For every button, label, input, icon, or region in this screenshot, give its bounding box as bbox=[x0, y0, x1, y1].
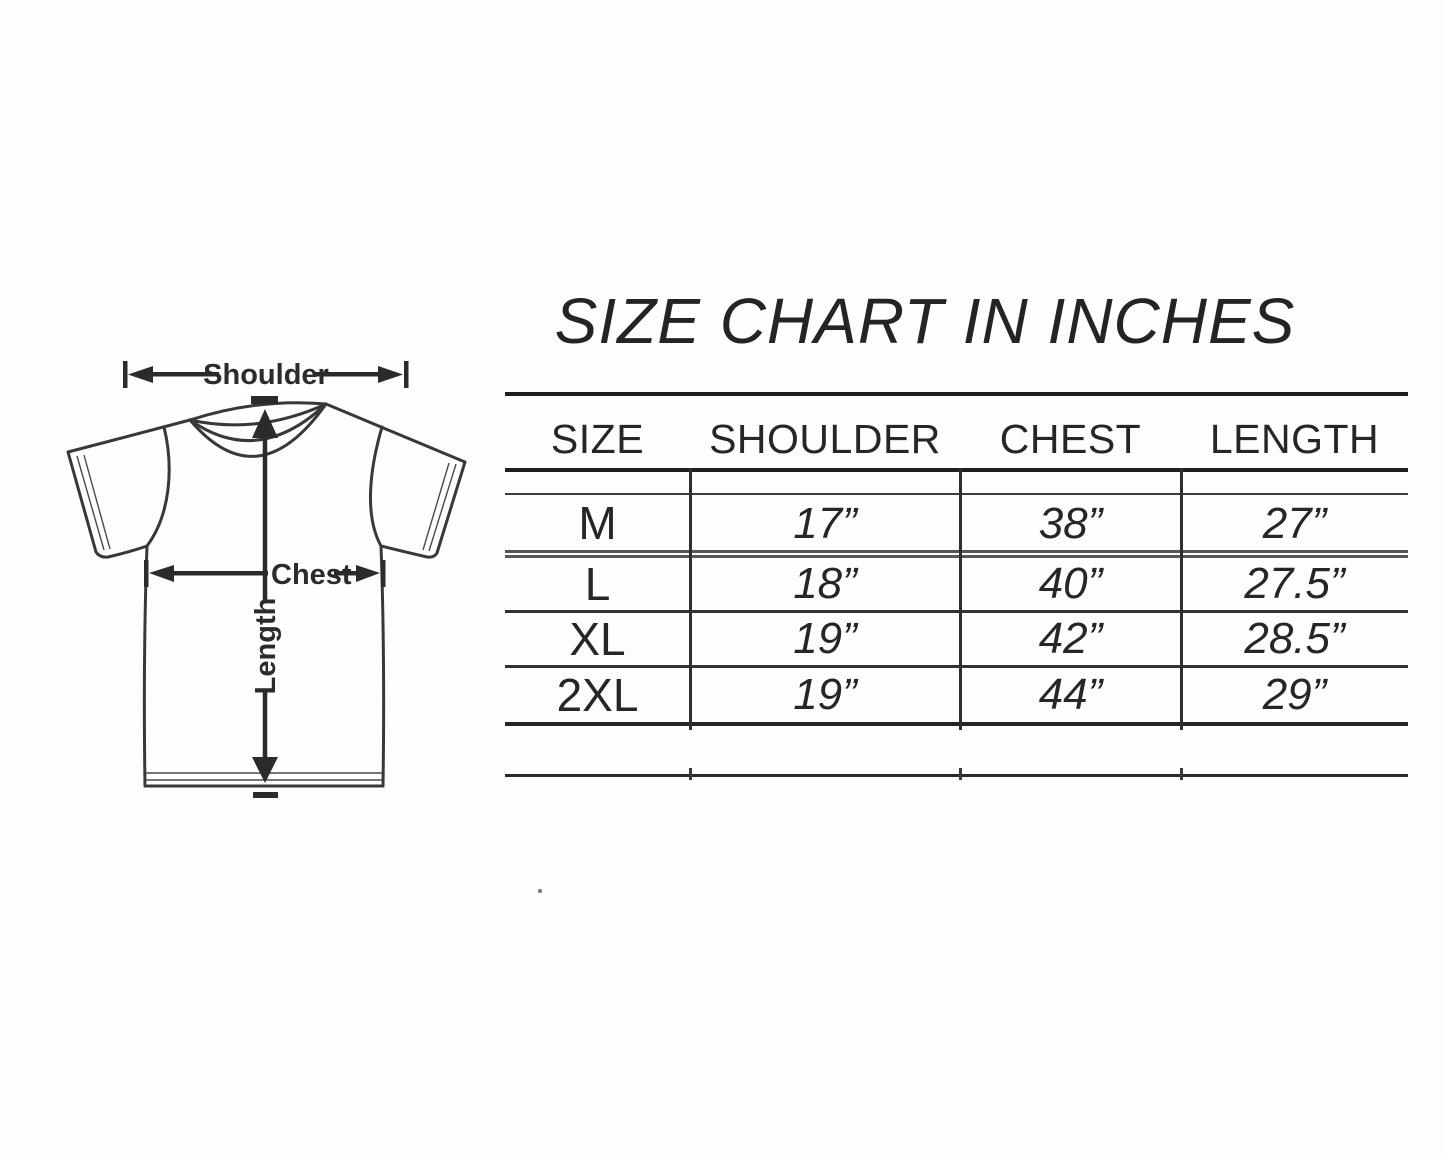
table-column-divider bbox=[689, 468, 692, 730]
chest-value: 44” bbox=[1038, 670, 1103, 719]
footer-tick bbox=[959, 768, 962, 780]
table-column-divider bbox=[1180, 468, 1183, 730]
shoulder-value: 18” bbox=[793, 559, 857, 608]
table-rule-row bbox=[505, 665, 1408, 668]
length-value: 27” bbox=[1262, 499, 1327, 548]
table-rule-row bbox=[505, 610, 1408, 613]
column-header-size: SIZE bbox=[550, 416, 645, 462]
scan-speck bbox=[538, 889, 542, 893]
shoulder-value: 17” bbox=[793, 499, 857, 548]
shoulder-label: Shoulder bbox=[203, 359, 329, 391]
table-rule-footer bbox=[505, 774, 1408, 777]
table-rule-thin bbox=[505, 493, 1408, 495]
size-label: XL bbox=[569, 613, 626, 665]
chest-value: 38” bbox=[1038, 499, 1103, 548]
size-label: 2XL bbox=[556, 669, 639, 721]
table-rule-bottom bbox=[505, 722, 1408, 726]
chest-value: 42” bbox=[1038, 614, 1103, 663]
length-value: 29” bbox=[1262, 670, 1327, 719]
tshirt-measurement-diagram: Shoulder bbox=[66, 359, 467, 798]
length-value: 27.5” bbox=[1244, 559, 1345, 608]
tshirt-outline bbox=[66, 396, 467, 788]
table-rule-double-a bbox=[505, 550, 1408, 553]
collar-tag bbox=[251, 396, 278, 404]
table-rule-top bbox=[505, 392, 1408, 396]
length-value: 28.5” bbox=[1244, 614, 1345, 663]
column-header-length: LENGTH bbox=[1209, 416, 1380, 462]
size-label: M bbox=[578, 497, 617, 549]
shoulder-value: 19” bbox=[793, 614, 857, 663]
column-header-shoulder: SHOULDER bbox=[709, 416, 941, 462]
table-rule-header bbox=[505, 468, 1408, 472]
size-label: L bbox=[584, 558, 611, 610]
size-table: SIZE SHOULDER CHEST LENGTH M 17” 38” 27”… bbox=[505, 392, 1408, 792]
footer-tick bbox=[689, 768, 692, 780]
column-header-chest: CHEST bbox=[999, 416, 1142, 462]
shoulder-value: 19” bbox=[793, 670, 857, 719]
table-rule-double-b bbox=[505, 555, 1408, 558]
shoulder-dimension-arrow: Shoulder bbox=[123, 359, 409, 391]
table-column-divider bbox=[959, 468, 962, 730]
chest-value: 40” bbox=[1038, 559, 1103, 608]
length-label: Length bbox=[250, 598, 282, 695]
chest-dimension-arrow: Chest bbox=[144, 559, 386, 591]
footer-tick bbox=[1180, 768, 1183, 780]
page-title: SIZE CHART IN INCHES bbox=[554, 285, 1296, 357]
length-dimension-arrow: Length bbox=[250, 409, 282, 798]
